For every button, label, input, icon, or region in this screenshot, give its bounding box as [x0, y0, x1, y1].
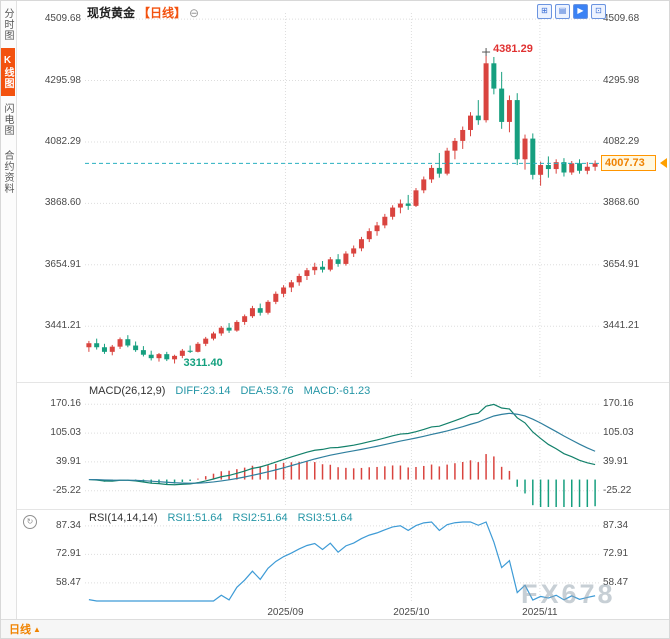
- price-chart-canvas[interactable]: [1, 1, 670, 621]
- instrument-title: 现货黄金: [87, 6, 136, 20]
- rsi1-value: RSI1:51.64: [167, 512, 223, 524]
- low-annotation: 3311.40: [183, 356, 223, 369]
- indicator-refresh-icon[interactable]: ↻: [23, 515, 37, 529]
- caret-up-icon: ▲: [33, 624, 41, 634]
- scroll-to-latest-icon[interactable]: [660, 158, 667, 169]
- sidebar-item-contract-info[interactable]: 合约资料: [2, 150, 13, 194]
- period-button-label: 日线: [9, 624, 31, 636]
- rsi3-value: RSI3:51.64: [297, 512, 353, 524]
- last-price-tag: 4007.73: [601, 155, 656, 172]
- chart-switch-icon[interactable]: ▶: [573, 4, 588, 19]
- sidebar-item-time-chart[interactable]: 分时图: [2, 8, 13, 41]
- period-button[interactable]: 日线 ▲: [9, 621, 41, 637]
- collapse-icon[interactable]: ⊖: [189, 5, 200, 20]
- macd-diff-value: DIFF:23.14: [175, 385, 231, 397]
- macd-header: MACD(26,12,9) DIFF:23.14 DEA:53.76 MACD:…: [89, 385, 370, 397]
- sidebar-item-lightning-chart[interactable]: 闪电图: [2, 103, 13, 136]
- sidebar: 分时图 K线图 闪电图 合约资料: [1, 1, 17, 638]
- chart-toolbar: ⊞ ▤ ▶ ⊡: [537, 4, 606, 19]
- high-annotation: 4381.29: [493, 43, 533, 56]
- macd-dea-value: DEA:53.76: [240, 385, 294, 397]
- list-layout-icon[interactable]: ▤: [555, 4, 570, 19]
- rsi2-value: RSI2:51.64: [232, 512, 288, 524]
- chart-titlebar: 现货黄金 【日线】 ⊖: [87, 4, 199, 21]
- macd-label[interactable]: MACD(26,12,9): [89, 385, 166, 397]
- macd-hist-value: MACD:-61.23: [303, 385, 371, 397]
- panel-layout-icon[interactable]: ⊡: [591, 4, 606, 19]
- bottom-bar: 日线 ▲: [1, 619, 669, 638]
- watermark: FX678: [521, 579, 616, 609]
- rsi-label[interactable]: RSI(14,14,14): [89, 512, 158, 524]
- period-tag: 【日线】: [138, 6, 187, 20]
- sidebar-item-kline-chart[interactable]: K线图: [1, 48, 15, 96]
- grid-layout-icon[interactable]: ⊞: [537, 4, 552, 19]
- rsi-header: RSI(14,14,14) RSI1:51.64 RSI2:51.64 RSI3…: [89, 512, 353, 524]
